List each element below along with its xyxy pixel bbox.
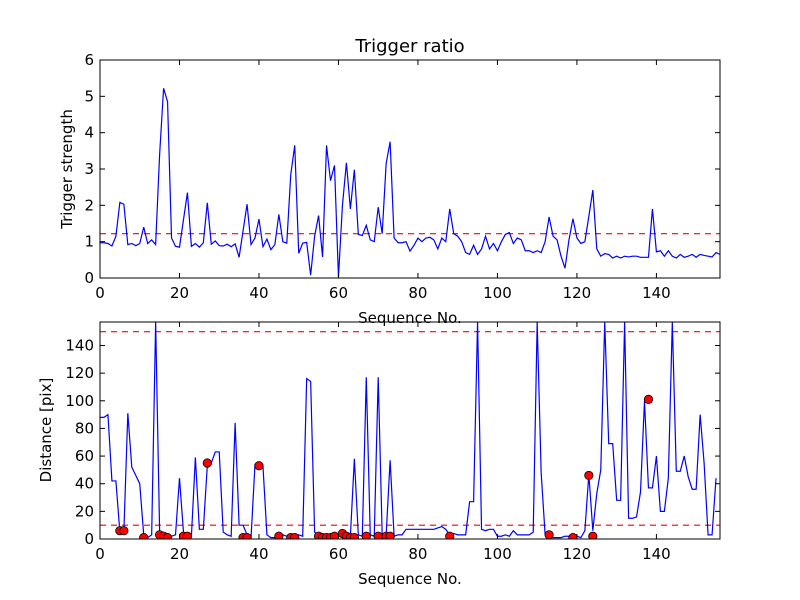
y-tick-label-4: 4	[84, 124, 94, 142]
y-tick-label-3: 60	[75, 447, 94, 465]
x-tick-label-5: 100	[483, 545, 512, 563]
bottom-plot-area	[100, 322, 720, 539]
x-tick-label-1: 20	[170, 284, 189, 302]
y-tick-label-1: 1	[84, 233, 94, 251]
data-point-30	[568, 533, 578, 539]
data-point-10	[242, 533, 252, 539]
data-point-33	[643, 394, 654, 405]
x-tick-label-7: 140	[642, 545, 671, 563]
x-tick-label-0: 0	[95, 545, 105, 563]
data-point-7	[182, 531, 193, 539]
y-tick-label-5: 5	[84, 87, 94, 105]
series-line-0	[100, 88, 720, 277]
data-point-8	[202, 458, 212, 468]
bottom-x-axis-label: Sequence No.	[358, 570, 462, 588]
y-tick-label-1: 20	[75, 502, 94, 520]
data-point-5	[162, 533, 173, 539]
x-tick-label-2: 40	[249, 284, 268, 302]
bottom-axes-frame	[99, 321, 721, 540]
y-tick-label-6: 6	[84, 51, 94, 69]
x-tick-label-5: 100	[483, 284, 512, 302]
x-tick-label-0: 0	[95, 284, 105, 302]
y-tick-label-2: 2	[84, 196, 94, 214]
y-tick-label-3: 3	[84, 160, 94, 178]
data-point-23	[349, 533, 359, 539]
x-tick-label-7: 140	[642, 284, 671, 302]
data-point-14	[290, 533, 300, 539]
data-point-11	[254, 461, 264, 471]
data-point-29	[544, 530, 554, 539]
series-line-0	[100, 322, 717, 539]
data-point-2	[139, 533, 149, 539]
data-point-31	[584, 470, 594, 481]
bottom-y-axis-label: Distance [pix]	[37, 378, 55, 483]
data-point-12	[274, 531, 284, 539]
top-y-ticks: 0 1 2 3 4 5 6	[84, 51, 720, 287]
chart-title: Trigger ratio	[354, 36, 464, 57]
bottom-x-ticks: 0 20 40 60 80 100 120 140	[95, 322, 671, 563]
x-tick-label-1: 20	[170, 545, 189, 563]
y-tick-label-7: 140	[65, 336, 94, 354]
data-point-32	[588, 531, 598, 539]
x-tick-label-2: 40	[249, 545, 268, 563]
bottom-y-ticks: 0 20 40 60 80 100 120 140	[65, 336, 720, 548]
x-tick-label-4: 80	[408, 545, 427, 563]
top-panel: Trigger ratio 0 1 2 3 4 5 6 0 20 40 60 80 100 120 140…	[58, 36, 721, 327]
y-tick-label-2: 40	[75, 475, 94, 493]
bottom-panel: 0 20 40 60 80 100 120 140 0 20 40 60 80 100 120 140 Se…	[37, 321, 721, 588]
data-point-27	[385, 531, 395, 539]
y-tick-label-6: 120	[65, 364, 94, 382]
top-x-ticks: 0 20 40 60 80 100 120 140	[95, 60, 671, 302]
x-tick-label-3: 60	[329, 545, 348, 563]
x-tick-label-6: 120	[563, 284, 592, 302]
x-tick-label-6: 120	[563, 545, 592, 563]
x-tick-label-3: 60	[329, 284, 348, 302]
top-y-axis-label: Trigger strength	[58, 109, 76, 230]
data-point-28	[445, 531, 455, 539]
y-tick-label-0: 0	[84, 269, 94, 287]
top-x-axis-label: Sequence No.	[358, 309, 462, 327]
y-tick-label-0: 0	[84, 530, 94, 548]
y-tick-label-5: 100	[65, 392, 94, 410]
data-point-24	[361, 531, 371, 539]
x-tick-label-4: 80	[408, 284, 427, 302]
top-plot-area	[100, 88, 720, 277]
y-tick-label-4: 80	[75, 419, 94, 437]
data-point-1	[119, 526, 129, 536]
